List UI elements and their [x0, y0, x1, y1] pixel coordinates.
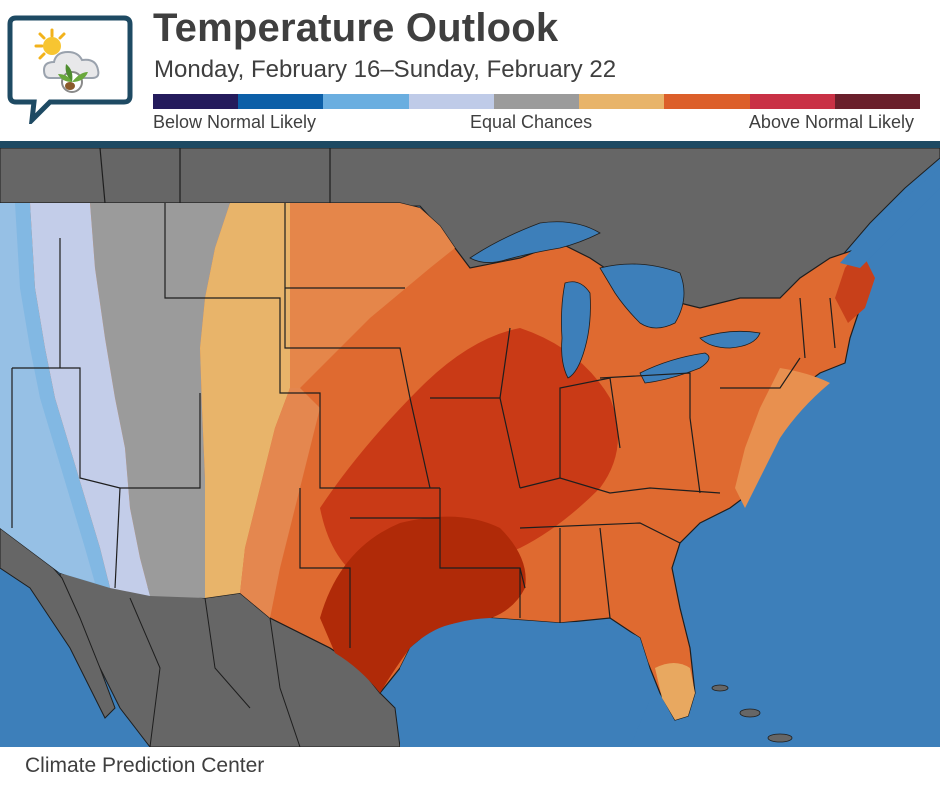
legend-label-below: Below Normal Likely [153, 112, 317, 132]
outlook-map [0, 148, 940, 747]
legend-label-above: Above Normal Likely [748, 112, 914, 132]
zone-mid-atlantic-light [735, 368, 830, 508]
lake-michigan [561, 281, 591, 379]
zone-orange-light [290, 203, 455, 388]
legend-swatch [834, 94, 920, 109]
zone-red-core [320, 328, 618, 583]
outlook-map-svg [0, 148, 940, 747]
legend-swatch [238, 94, 324, 109]
legend-swatch [323, 94, 409, 109]
zone-florida-tan [655, 663, 695, 720]
zone-tan [200, 203, 290, 598]
legend-swatch [153, 94, 239, 109]
legend-swatch [579, 94, 665, 109]
legend-swatch [664, 94, 750, 109]
legend-swatch [493, 94, 580, 109]
state-borders [11, 148, 836, 648]
credit-footer: Climate Prediction Center [25, 754, 265, 777]
page-title: Temperature Outlook [153, 6, 559, 50]
zone-orange-mid [240, 388, 320, 618]
header: Temperature Outlook Monday, February 16–… [0, 0, 940, 142]
coast-islands [711, 684, 793, 743]
gulf-of-mexico [400, 618, 655, 747]
lake-huron [599, 263, 685, 329]
lake-erie [639, 352, 710, 384]
lake-superior [469, 221, 601, 263]
zone-dark-core [320, 516, 526, 693]
st-lawrence [840, 168, 940, 268]
mexico-borders [129, 597, 301, 747]
lake-ontario [699, 330, 761, 349]
date-range-subtitle: Monday, February 16–Sunday, February 22 [154, 56, 617, 83]
header-divider [0, 141, 940, 148]
legend-color-bar [153, 94, 920, 109]
legend-label-equal: Equal Chances [470, 112, 593, 132]
zone-maine-red [835, 248, 875, 323]
legend-swatch [749, 94, 835, 109]
zone-equal-chances [90, 203, 230, 598]
weather-logo-icon [7, 15, 133, 124]
zone-blue-mid [0, 203, 95, 583]
legend-swatch [408, 94, 494, 109]
baja-peninsula [0, 527, 116, 719]
